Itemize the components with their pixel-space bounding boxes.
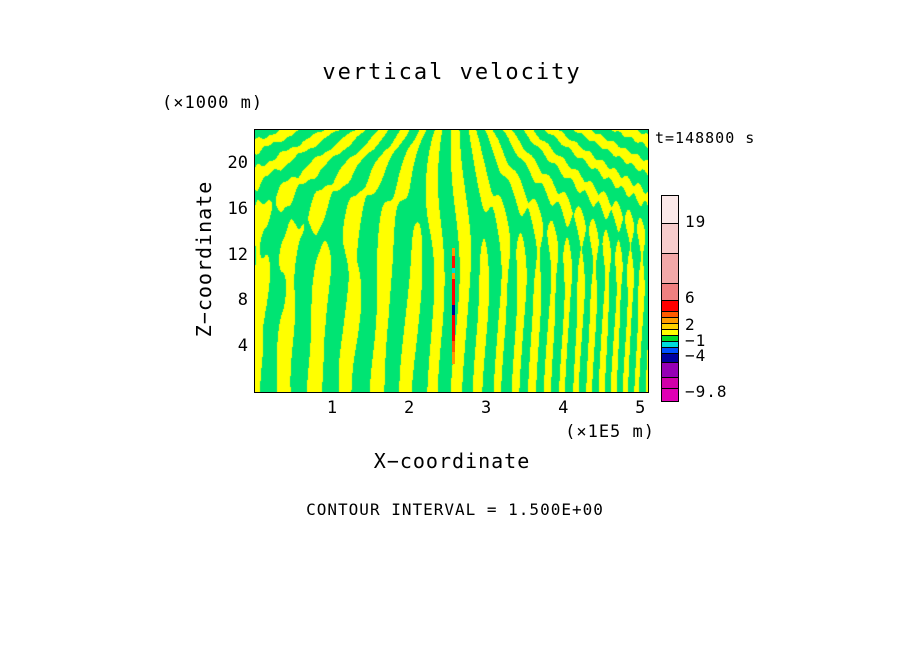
colorbar-segment: [662, 389, 678, 401]
updraft-streak-segment: [452, 256, 455, 268]
y-tick-label: 8: [237, 290, 248, 311]
x-axis-title: X−coordinate: [373, 449, 531, 473]
updraft-streak-segment: [452, 279, 455, 305]
colorbar-segment: [662, 363, 678, 378]
colorbar-segment: [662, 284, 678, 301]
colorbar-segment: [662, 348, 678, 354]
colorbar-segment: [662, 196, 678, 224]
colorbar-segment: [662, 312, 678, 318]
x-tick-label: 3: [481, 398, 492, 418]
updraft-streak-segment: [452, 305, 455, 315]
y-tick-label: 16: [227, 198, 248, 219]
colorbar-segment: [662, 318, 678, 324]
updraft-streak-segment: [452, 268, 455, 273]
x-tick-label: 2: [403, 398, 415, 418]
colorbar-segment: [662, 342, 678, 348]
colorbar-segment: [662, 301, 678, 312]
chart-title: vertical velocity: [322, 60, 582, 85]
y-axis-unit-label: (×1000 m): [162, 93, 264, 113]
colorbar-label: −4: [685, 346, 707, 365]
colorbar-label: −1: [685, 331, 707, 350]
updraft-streak-segment: [452, 341, 455, 352]
y-tick-label: 12: [227, 244, 248, 265]
updraft-streak-segment: [452, 248, 455, 256]
colorbar-segment: [662, 224, 678, 254]
x-tick-label: 1: [326, 398, 338, 418]
colorbar-label: 6: [685, 288, 696, 307]
colorbar-label: 19: [685, 212, 707, 231]
colorbar-segment: [662, 324, 678, 330]
x-axis-unit-label: (×1E5 m): [565, 422, 655, 442]
time-label: t=148800 s: [655, 129, 756, 147]
y-tick-label: 20: [227, 153, 248, 174]
x-tick-label: 4: [558, 398, 569, 418]
updraft-streak-segment: [452, 352, 455, 364]
colorbar-segment: [662, 254, 678, 284]
colorbar-segment: [662, 354, 678, 363]
contour-field-canvas: [255, 130, 648, 392]
colorbar: [661, 195, 679, 402]
y-tick-label: 4: [237, 336, 248, 357]
updraft-streak-segment: [452, 315, 455, 341]
colorbar-label: 2: [685, 315, 696, 334]
colorbar-segment: [662, 330, 678, 336]
plot-area-frame: [254, 129, 649, 393]
colorbar-segment: [662, 378, 678, 389]
x-tick-label: 5: [635, 398, 646, 418]
colorbar-segment: [662, 336, 678, 342]
colorbar-label: −9.8: [685, 382, 728, 401]
updraft-streak-segment: [452, 273, 455, 279]
contour-interval-label: CONTOUR INTERVAL = 1.500E+00: [306, 500, 604, 519]
